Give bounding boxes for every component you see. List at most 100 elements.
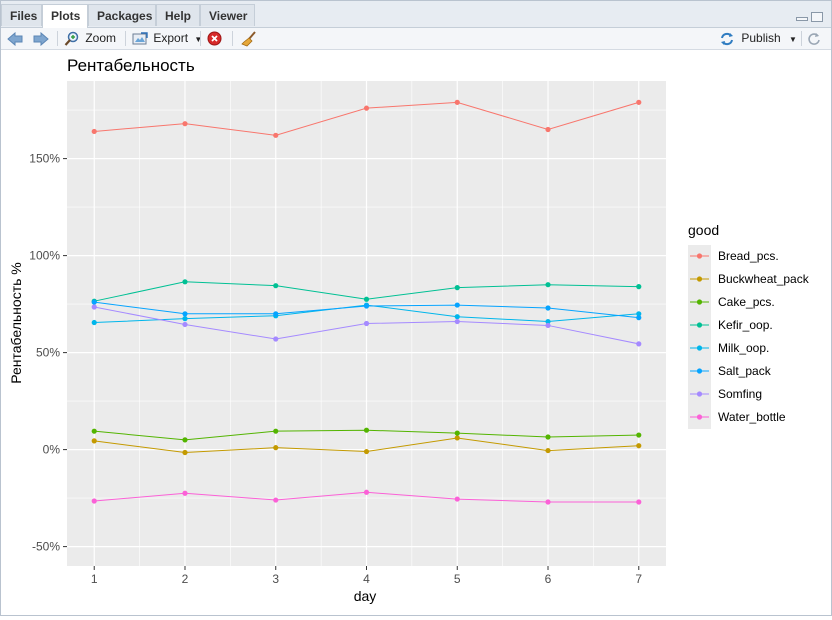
x-tick-label: 6 [545, 572, 552, 586]
toolbar-divider [57, 31, 58, 46]
data-point [273, 132, 279, 138]
legend-item-label: Buckwheat_pack [718, 272, 810, 286]
toolbar-divider [125, 31, 126, 46]
tab-packages[interactable]: Packages [88, 4, 156, 26]
series-salt-pack [91, 299, 642, 321]
data-point [545, 305, 551, 311]
data-point [91, 304, 97, 310]
plot-viewer: Рентабельность -50% 0% 50% 100% 150% 1 2 3 4 5 6 7… [1, 50, 831, 615]
series-somfing [91, 304, 642, 347]
y-tick-label: 100% [29, 249, 60, 263]
legend-key-point [696, 414, 703, 420]
minimize-pane-button[interactable] [796, 17, 808, 21]
legend-key-point [696, 368, 703, 374]
data-point [363, 105, 370, 111]
data-point [454, 435, 460, 441]
data-point [636, 99, 642, 105]
legend-item-label: Somfing [718, 387, 762, 401]
series-buckwheat-pack [91, 435, 642, 456]
legend-item-label: Bread_pcs. [718, 249, 779, 263]
pane-tab-bar: Files Plots Packages Help Viewer [1, 1, 831, 28]
legend-item-label: Water_bottle [718, 410, 786, 424]
refresh-icon [808, 32, 820, 45]
data-point [454, 99, 460, 105]
legend-item-label: Cake_pcs. [718, 295, 775, 309]
y-axis: -50% 0% 50% 100% 150% [29, 152, 67, 554]
data-point [454, 302, 460, 308]
zoom-label: Zoom [85, 31, 117, 45]
line-chart: Рентабельность -50% 0% 50% 100% 150% 1 2 3 4 5 6 7… [8, 56, 810, 604]
tab-packages-label: Packages [97, 9, 153, 23]
tab-help[interactable]: Help [156, 4, 200, 26]
remove-plot-button[interactable] [207, 30, 222, 47]
chevron-down-icon: ▼ [789, 35, 797, 44]
y-tick-label: -50% [32, 540, 60, 554]
data-point [454, 314, 460, 320]
x-tick-label: 4 [363, 572, 370, 586]
tab-viewer[interactable]: Viewer [200, 4, 255, 26]
data-point [636, 341, 642, 347]
export-label: Export [153, 31, 189, 45]
back-arrow-icon[interactable] [7, 30, 23, 47]
data-point [182, 490, 188, 496]
chevron-down-icon: ▼ [194, 35, 203, 44]
forward-arrow-icon[interactable] [33, 30, 49, 47]
series-layer [91, 99, 642, 505]
tab-files[interactable]: Files [1, 4, 42, 26]
legend-title: good [688, 222, 719, 238]
data-point [636, 311, 642, 317]
export-button[interactable]: Export ▼ [132, 30, 202, 47]
legend-item-label: Salt_pack [718, 364, 772, 378]
data-point [182, 121, 188, 127]
publish-button[interactable]: Publish ▼ [719, 30, 797, 47]
data-point [545, 499, 551, 505]
data-point [545, 318, 551, 325]
y-tick-label: 0% [43, 443, 61, 457]
data-point [363, 303, 370, 309]
toolbar-divider [232, 31, 233, 46]
data-point [273, 445, 279, 451]
data-point [91, 128, 97, 135]
zoom-button[interactable]: Zoom [64, 30, 116, 47]
data-point [182, 449, 188, 456]
data-point [91, 438, 97, 444]
tab-plots-label: Plots [51, 9, 81, 23]
tab-plots[interactable]: Plots [42, 4, 88, 28]
data-point [363, 448, 370, 455]
x-axis: 1 2 3 4 5 6 7 [91, 566, 642, 586]
legend: good Bread_pcs. Buckwheat_pack Cake_pcs. Ke… [688, 222, 810, 429]
data-point [636, 443, 642, 449]
legend-key-point [696, 391, 703, 397]
y-axis-label: Рентабельность % [8, 262, 24, 384]
legend-key-point [696, 299, 703, 305]
data-point [91, 428, 97, 434]
x-tick-label: 7 [635, 572, 642, 586]
data-point [182, 311, 188, 317]
y-tick-label: 150% [29, 152, 60, 166]
data-point [636, 284, 642, 290]
data-point [363, 489, 370, 495]
legend-key-point [696, 253, 703, 259]
tab-help-label: Help [165, 9, 192, 23]
data-point [363, 320, 370, 327]
data-point [91, 498, 97, 504]
legend-item-label: Milk_oop. [718, 341, 769, 355]
toolbar-divider [200, 31, 201, 46]
chart-title: Рентабельность [67, 56, 195, 75]
data-point [273, 311, 279, 317]
x-axis-label: day [354, 588, 377, 604]
clear-all-plots-button[interactable] [241, 30, 257, 47]
data-point [454, 496, 460, 502]
maximize-pane-button[interactable] [811, 12, 823, 22]
data-point [273, 428, 279, 434]
remove-plot-icon [207, 31, 222, 46]
data-point [273, 336, 279, 342]
data-point [545, 282, 551, 288]
broom-icon [241, 31, 256, 47]
refresh-button[interactable] [807, 30, 821, 47]
data-point [454, 430, 460, 436]
series-cake-pcs [91, 427, 642, 443]
x-tick-label: 3 [272, 572, 279, 586]
x-tick-label: 5 [454, 572, 461, 586]
publish-label: Publish [741, 31, 781, 45]
